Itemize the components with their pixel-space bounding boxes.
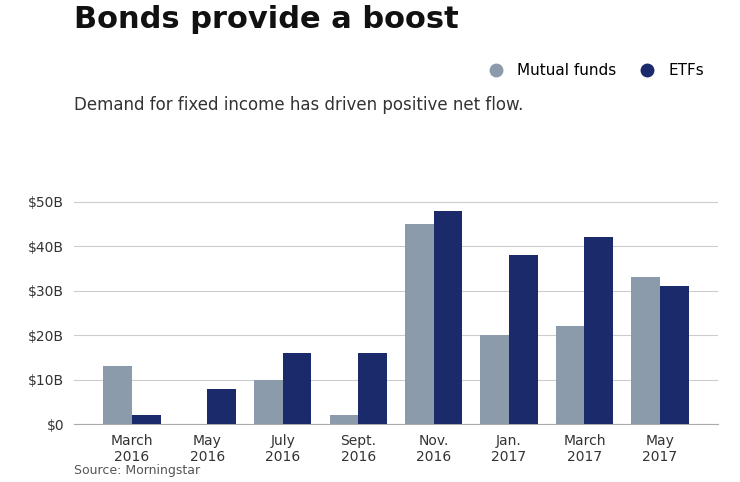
Legend: Mutual funds, ETFs: Mutual funds, ETFs (474, 57, 710, 84)
Bar (254, 380, 283, 424)
Bar (556, 326, 585, 424)
Text: Demand for fixed income has driven positive net flow.: Demand for fixed income has driven posit… (74, 96, 523, 114)
Bar (509, 255, 538, 424)
Bar (358, 353, 387, 424)
Bar (329, 415, 358, 424)
Bar (585, 237, 613, 424)
Bar (104, 366, 132, 424)
Bar (434, 211, 462, 424)
Text: Source: Morningstar: Source: Morningstar (74, 464, 200, 477)
Bar (480, 335, 509, 424)
Bar (283, 353, 312, 424)
Bar (660, 286, 688, 424)
Bar (405, 224, 434, 424)
Bar (132, 415, 161, 424)
Bar (631, 277, 660, 424)
Text: Bonds provide a boost: Bonds provide a boost (74, 5, 459, 34)
Bar (207, 388, 236, 424)
